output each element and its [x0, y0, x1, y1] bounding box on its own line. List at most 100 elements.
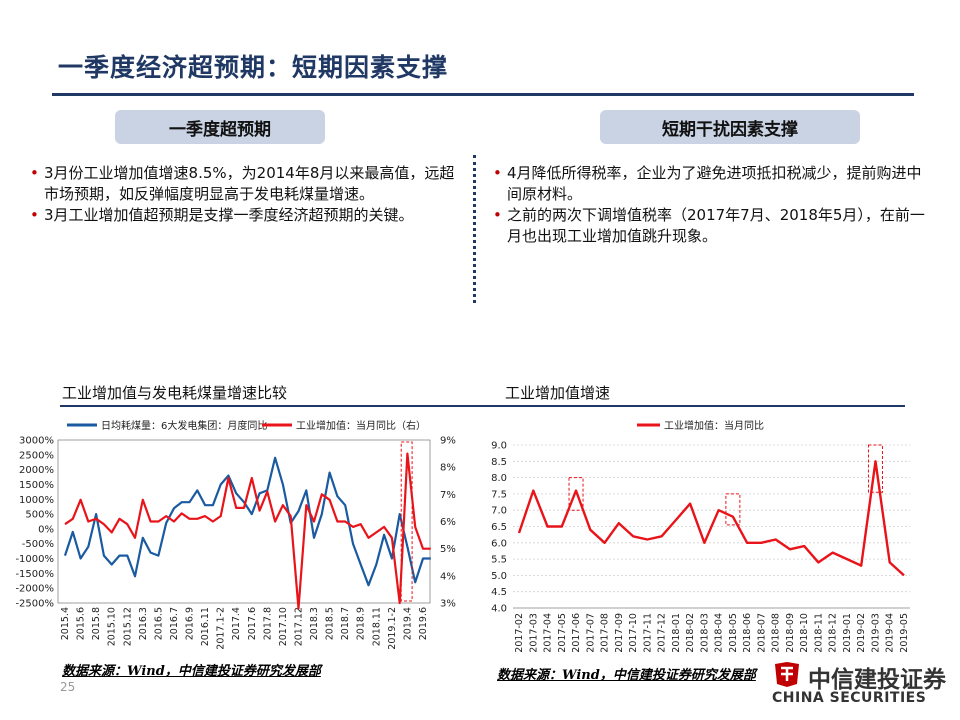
x-tick-label: 2018-06 — [742, 613, 753, 653]
logo-en-text: CHINA SECURITIES — [772, 690, 927, 706]
bullet-text: 4月降低所得税率，企业为了避免进项抵扣税减少，提前购进中间原材料。 — [507, 164, 922, 203]
logo-cn-text: 中信建投证券 — [808, 667, 946, 693]
y-right-tick-label: 8% — [440, 463, 456, 474]
x-tick-label: 2019-04 — [885, 613, 896, 653]
y-tick-label: 7.5 — [491, 489, 507, 500]
highlight-box — [867, 444, 883, 493]
x-tick-label: 2017-09 — [614, 613, 625, 653]
bullet-dot: • — [30, 164, 39, 182]
x-tick-label: 2017.10 — [278, 607, 289, 646]
bullet-item: • 之前的两次下调增值税率（2017年7月、2018年5月），在前一月也出现工业… — [493, 205, 933, 247]
x-tick-label: 2018-05 — [728, 613, 739, 653]
right-source-note: 数据来源：Wind，中信建投证券研究发展部 — [497, 668, 756, 683]
left-source-note: 数据来源：Wind，中信建投证券研究发展部 — [62, 664, 321, 679]
x-tick-label: 2017-12 — [657, 613, 668, 653]
x-tick-label: 2018.3 — [309, 607, 320, 640]
x-tick-label: 2018.9 — [356, 607, 367, 640]
bullet-item: • 3月份工业增加值增速8.5%，为2014年8月以来最高值，远超市场预期，如反… — [30, 163, 455, 205]
x-tick-label: 2018-01 — [671, 613, 682, 653]
x-tick-label: 2017.6 — [247, 607, 258, 640]
x-tick-label: 2018.5 — [325, 607, 336, 640]
y-tick-label: 5.5 — [491, 555, 507, 566]
y-left-tick-label: -1500% — [15, 569, 54, 580]
y-left-tick-label: 2500% — [19, 450, 54, 461]
right-chart-title: 工业增加值增速 — [505, 384, 611, 402]
bullet-dot: • — [30, 206, 39, 224]
legend-label-iva: 工业增加值：当月同比 — [664, 419, 764, 432]
y-tick-label: 9.0 — [491, 441, 507, 452]
x-tick-label: 2019.6 — [418, 607, 429, 640]
x-tick-label: 2018-07 — [756, 613, 767, 653]
x-tick-label: 2017.4 — [231, 607, 242, 640]
page-title: 一季度经济超预期：短期因素支撑 — [58, 53, 449, 82]
x-tick-label: 2017.12 — [293, 607, 304, 646]
highlight-box — [400, 441, 413, 602]
x-tick-label: 2018-04 — [714, 613, 725, 653]
x-tick-label: 2017-02 — [514, 613, 525, 653]
bullet-text: 3月工业增加值超预期是支撑一季度经济超预期的关键。 — [44, 206, 414, 224]
right-pill-heading: 短期干扰因素支撑 — [600, 110, 860, 144]
bullet-item: • 3月工业增加值超预期是支撑一季度经济超预期的关键。 — [30, 205, 455, 226]
x-tick-label: 2018-12 — [828, 613, 839, 653]
iva-series-line — [64, 452, 431, 610]
x-tick-label: 2018-10 — [799, 613, 810, 653]
x-tick-label: 2018-08 — [771, 613, 782, 653]
bullet-item: • 4月降低所得税率，企业为了避免进项抵扣税减少，提前购进中间原材料。 — [493, 163, 933, 205]
x-tick-label: 2017-04 — [543, 613, 554, 653]
title-divider — [52, 93, 914, 96]
y-tick-label: 6.0 — [491, 538, 507, 549]
x-tick-label: 2015.6 — [76, 607, 87, 640]
right-line-chart: 工业增加值：当月同比 9.0 8.5 8.0 7.5 7.0 6.5 6.0 5.5 5.0 4.5… — [491, 419, 910, 653]
y-left-tick-label: 3000% — [19, 436, 54, 447]
x-tick-label: 2019.1-2 — [387, 607, 398, 650]
x-tick-label: 2016.7 — [169, 607, 180, 640]
left-chart-title: 工业增加值与发电耗煤量增速比较 — [62, 384, 288, 402]
y-left-tick-label: -2500% — [15, 599, 54, 610]
bullet-dot: • — [493, 206, 502, 224]
y-left-tick-label: 2000% — [19, 465, 54, 476]
chart-title-divider — [60, 405, 905, 407]
y-right-tick-label: 4% — [440, 571, 456, 582]
x-tick-label: 2018-11 — [813, 613, 824, 653]
x-tick-label: 2017-05 — [557, 613, 568, 653]
page-number: 25 — [60, 680, 76, 694]
highlight-box — [568, 477, 584, 511]
iva-series-line — [517, 460, 905, 577]
left-bullet-list: • 3月份工业增加值增速8.5%，为2014年8月以来最高值，远超市场预期，如反… — [30, 163, 455, 226]
x-tick-label: 2015.4 — [60, 607, 71, 640]
right-bullet-list: • 4月降低所得税率，企业为了避免进项抵扣税减少，提前购进中间原材料。 • 之前… — [493, 163, 933, 247]
y-left-tick-label: 1500% — [19, 480, 54, 491]
y-tick-label: 6.5 — [491, 522, 507, 533]
plot-frame — [57, 439, 431, 604]
y-tick-label: 4.5 — [491, 587, 507, 598]
x-tick-label: 2017-03 — [528, 613, 539, 653]
y-tick-label: 7.0 — [491, 506, 507, 517]
x-tick-label: 2015.10 — [107, 607, 118, 646]
x-tick-label: 2017.8 — [262, 607, 273, 640]
x-tick-label: 2016.5 — [153, 607, 164, 640]
x-tick-label: 2017-08 — [600, 613, 611, 653]
x-tick-label: 2016.3 — [138, 607, 149, 640]
x-tick-label: 2018.7 — [340, 607, 351, 640]
bullet-text: 之前的两次下调增值税率（2017年7月、2018年5月），在前一月也出现工业增加… — [507, 206, 925, 245]
x-tick-label: 2017-10 — [628, 613, 639, 653]
x-tick-label: 2018-09 — [785, 613, 796, 653]
left-pill-heading: 一季度超预期 — [115, 110, 325, 144]
y-tick-label: 5.0 — [491, 571, 507, 582]
x-tick-label: 2018-02 — [685, 613, 696, 653]
highlight-box — [725, 493, 741, 526]
y-tick-label: 8.0 — [491, 473, 507, 484]
left-combo-chart: 日均耗煤量：6大发电集团：月度同比 工业增加值：当月同比（右） 3000% 2500%… — [15, 419, 456, 650]
y-tick-label: 8.5 — [491, 457, 507, 468]
x-tick-label: 2019.4 — [402, 607, 413, 640]
x-tick-label: 2017-06 — [571, 613, 582, 653]
bullet-dot: • — [493, 164, 502, 182]
x-tick-label: 2016.9 — [185, 607, 196, 640]
y-right-tick-label: 5% — [440, 544, 456, 555]
y-right-tick-label: 3% — [440, 599, 456, 610]
y-left-tick-label: 500% — [25, 510, 54, 521]
logo-mark-icon — [775, 662, 799, 687]
y-left-tick-label: 1000% — [19, 495, 54, 506]
legend-label-coal: 日均耗煤量：6大发电集团：月度同比 — [101, 419, 267, 432]
x-tick-label: 2015.12 — [122, 607, 133, 646]
